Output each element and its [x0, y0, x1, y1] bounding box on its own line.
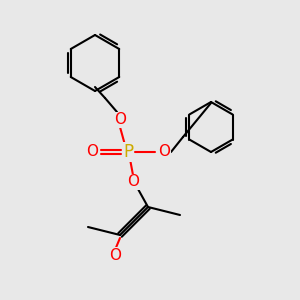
Text: O: O	[114, 112, 126, 128]
Text: O: O	[86, 145, 98, 160]
Text: O: O	[158, 145, 170, 160]
Text: P: P	[123, 143, 133, 161]
Text: O: O	[127, 175, 139, 190]
Text: O: O	[109, 248, 121, 262]
